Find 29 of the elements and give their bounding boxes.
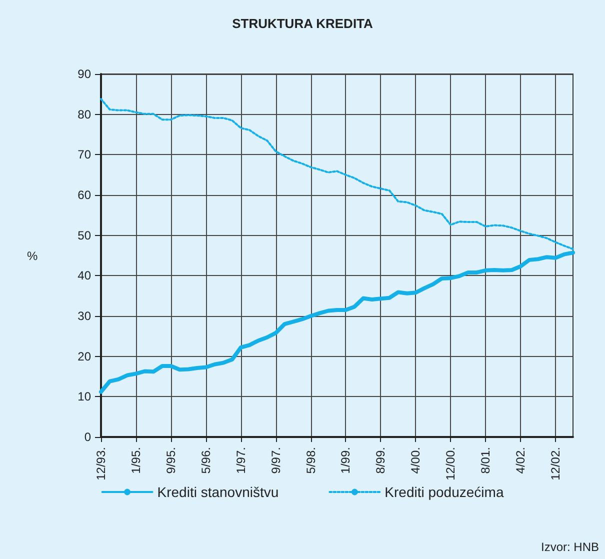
y-tick-label: 40 — [78, 268, 92, 283]
y-tick-label: 30 — [78, 309, 92, 323]
text: Izvor: HNB — [540, 540, 599, 554]
y-tick-label: 60 — [78, 188, 92, 202]
y-tick-label: 80 — [78, 107, 92, 122]
x-tick-label: 8/99. — [374, 447, 388, 474]
x-tick-label: 12/93. — [94, 447, 108, 480]
x-tick-label: 5/98. — [304, 447, 318, 474]
x-tick-label: 4/00. — [408, 447, 423, 474]
y-tick-label: 10 — [78, 390, 92, 404]
x-tick-label: 1/97. — [234, 447, 248, 474]
y-axis-title: % — [27, 249, 38, 263]
y-tick-label: 70 — [78, 148, 92, 162]
x-tick-label: 12/00. — [444, 447, 458, 480]
chart-title: STRUKTURA KREDITA — [232, 16, 374, 31]
x-tick-label: 12/02. — [548, 447, 563, 480]
y-tick-label: 50 — [78, 228, 92, 242]
x-tick-label: 1/95. — [128, 447, 143, 474]
x-tick-label: 9/97. — [268, 447, 283, 474]
x-tick-label: 4/02. — [514, 447, 528, 474]
x-tick-label: 1/99. — [338, 447, 353, 474]
x-tick-label: 9/95. — [164, 447, 178, 474]
x-tick-label: 5/96. — [198, 447, 213, 474]
legend-label: Krediti stanovništvu — [157, 484, 279, 500]
x-tick-label: 8/01. — [478, 447, 493, 474]
y-tick-label: 90 — [78, 67, 92, 81]
y-tick-label: 20 — [78, 349, 92, 364]
legend-label: Krediti poduzećima — [384, 484, 504, 500]
y-tick-label: 0 — [84, 430, 92, 444]
